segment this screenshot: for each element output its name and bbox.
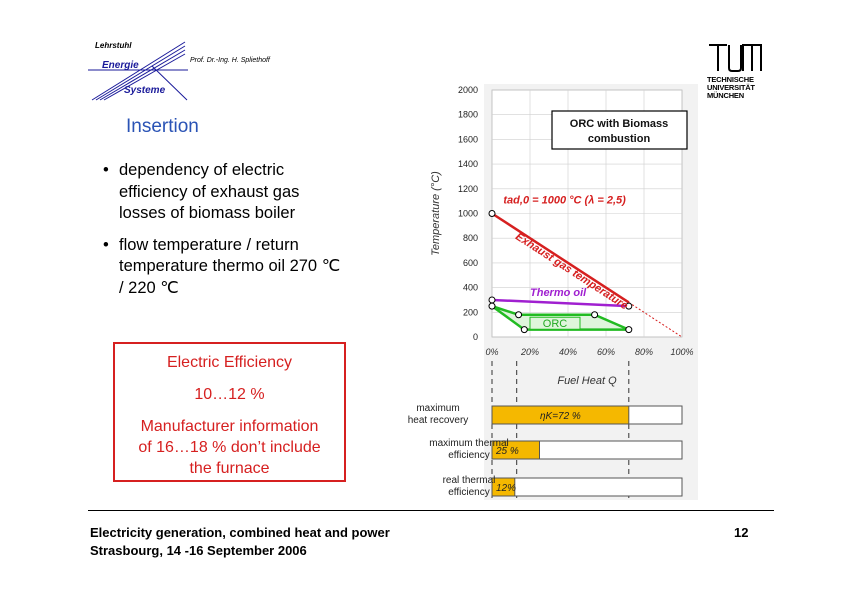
state-point-marker	[520, 326, 528, 334]
exhaust-gas-line-extension	[628, 302, 683, 338]
bullet-dot: •	[103, 161, 109, 179]
slide-title: Insertion	[126, 116, 199, 137]
chart-title-line: ORC with Biomass	[570, 118, 668, 130]
y-tick-label: 1200	[458, 184, 478, 194]
y-axis-title: Temperature (°C)	[430, 171, 442, 256]
bullet-list: • dependency of electric efficiency of e…	[103, 160, 403, 309]
bullet-item: • flow temperature / return temperature …	[103, 235, 403, 300]
x-tick-label: 100%	[670, 347, 693, 357]
x-tick-label: 20%	[520, 347, 539, 357]
professor-name: Prof. Dr.-Ing. H. Spliethoff	[190, 57, 270, 64]
orc-cycle-line	[491, 304, 630, 331]
bar-value-label: 12%	[496, 483, 516, 494]
lehrstuhl-energiesysteme-logo: Lehrstuhl Energie Systeme	[88, 40, 198, 102]
efficiency-heading: Electric Efficiency	[166, 354, 293, 371]
footer-divider	[88, 510, 774, 511]
state-point-marker	[488, 296, 496, 304]
logo-fan-graphic	[88, 41, 188, 101]
tum-line-2: UNIVERSITÄT	[707, 83, 755, 92]
y-tick-label: 800	[463, 233, 478, 243]
bar-category-label: real thermal	[443, 475, 496, 486]
footer-event: Strasbourg, 14 -16 September 2006	[90, 543, 307, 558]
state-point-marker	[515, 311, 523, 319]
efficiency-value: 10…12 %	[194, 386, 265, 403]
inlet-temperature-annotation: tad,0 = 1000 °C (λ = 2,5)	[503, 195, 626, 207]
y-tick-label: 600	[463, 258, 478, 268]
orc-label: ORC	[543, 318, 568, 330]
state-point-marker	[488, 302, 496, 310]
electric-efficiency-box: Electric Efficiency 10…12 % Manufacturer…	[113, 342, 346, 482]
bullet-line: / 220 ℃	[119, 278, 179, 297]
chart-title-line: combustion	[588, 133, 651, 145]
bullet-line: temperature thermo oil 270 ℃	[119, 257, 341, 275]
bar-category-label: heat recovery	[408, 415, 469, 426]
exhaust-gas-line	[491, 212, 630, 304]
y-tick-label: 1000	[458, 209, 478, 219]
chart-title-box	[551, 110, 688, 150]
bullet-item: • dependency of electric efficiency of e…	[103, 160, 403, 225]
bullet-line: losses of biomass boiler	[119, 204, 296, 222]
bullet-dot: •	[103, 235, 109, 254]
orc-chart-figure: 0 200 400 600 800 1000 1200 1400 1600 1800 2000 0% 2…	[372, 80, 708, 502]
bar-value-label: ηK=72 %	[540, 411, 581, 422]
bar-category-label: maximum thermal	[429, 438, 508, 449]
x-axis-title: Fuel Heat Q	[557, 375, 617, 387]
y-tick-label: 0	[473, 332, 478, 342]
tum-logo-mark	[709, 44, 762, 72]
y-tick-label: 1600	[458, 134, 478, 144]
y-tick-label: 200	[463, 307, 478, 317]
x-tick-label: 40%	[559, 347, 577, 357]
footer-title: Electricity generation, combined heat an…	[90, 525, 390, 540]
y-tick-label: 2000	[458, 85, 478, 95]
y-tick-label: 1400	[458, 159, 478, 169]
bar-value-label: 25 %	[495, 446, 519, 457]
bar-fill	[491, 405, 630, 425]
tum-wordmark: TECHNISCHE UNIVERSITÄT MÜNCHEN	[707, 76, 763, 100]
orc-chart-svg: 0 200 400 600 800 1000 1200 1400 1600 1800 2000 0% 2…	[408, 84, 698, 500]
thermo-oil-label: Thermo oil	[530, 287, 587, 299]
bullet-line: dependency of electric	[119, 161, 285, 179]
page-number: 12	[734, 525, 749, 540]
bar-category-label: efficiency	[448, 450, 490, 461]
logo-systeme-text: Systeme	[124, 85, 166, 96]
x-tick-label: 80%	[635, 347, 653, 357]
bar-category-label: efficiency	[448, 487, 490, 498]
state-point-marker	[625, 326, 633, 334]
bar-category-label: maximum	[416, 403, 459, 414]
tum-logo: TECHNISCHE UNIVERSITÄT MÜNCHEN	[707, 42, 763, 104]
logo-lehrstuhl-text: Lehrstuhl	[95, 41, 132, 50]
bullet-line: flow temperature / return	[119, 235, 299, 254]
tum-line-1: TECHNISCHE	[707, 75, 754, 84]
state-point-marker	[625, 302, 633, 310]
tum-line-3: MÜNCHEN	[707, 91, 744, 100]
state-point-marker	[488, 210, 496, 217]
state-point-marker	[591, 311, 599, 319]
y-tick-label: 400	[463, 283, 478, 293]
bullet-line: efficiency of exhaust gas	[119, 182, 300, 201]
x-tick-label: 60%	[597, 347, 615, 357]
efficiency-note-line: the furnace	[189, 460, 270, 477]
bar-fill	[491, 477, 516, 497]
bar-fill	[491, 440, 540, 460]
efficiency-note-line: of 16…18 % don’t include	[138, 439, 321, 456]
thermo-oil-line	[491, 298, 629, 308]
bar-track	[491, 477, 683, 497]
logo-energie-text: Energie	[102, 60, 139, 71]
orc-label-box	[529, 316, 581, 330]
y-tick-label: 1800	[458, 110, 478, 120]
x-tick-label: 0%	[485, 347, 498, 357]
efficiency-note-line: Manufacturer information	[140, 418, 319, 435]
